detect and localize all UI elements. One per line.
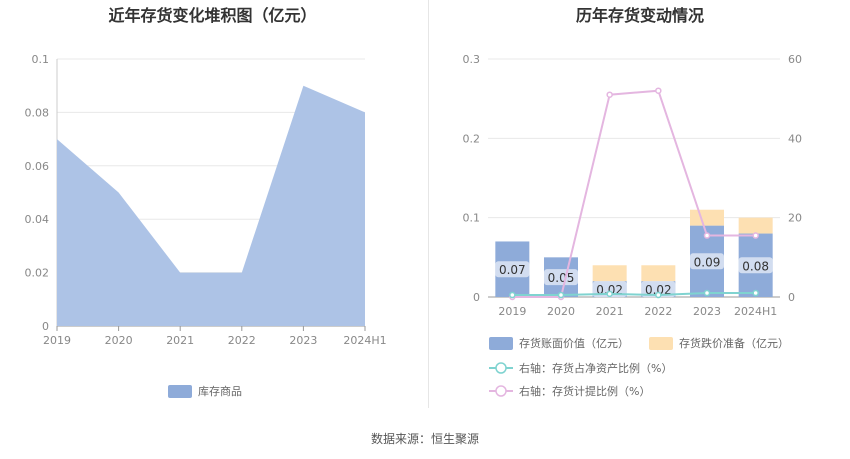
y-right-tick-label: 60 xyxy=(788,53,802,66)
y-right-tick-label: 20 xyxy=(788,212,802,225)
left-chart-title: 近年存货变化堆积图（亿元） xyxy=(108,6,317,25)
y-tick-label: 0.04 xyxy=(25,213,50,226)
legend-marker-net-asset-ratio xyxy=(495,362,507,374)
y-tick-label: 0.08 xyxy=(25,106,50,119)
inventory-change-chart: 0 0.1 0.2 0.3 0 20 40 60 0.07 2019 0.05 2020 0.02 202… xyxy=(463,53,803,398)
y-tick-label: 0.02 xyxy=(25,267,50,280)
x-tick-label: 2023 xyxy=(693,305,721,318)
data-label: 0.05 xyxy=(548,271,575,285)
data-label: 0.09 xyxy=(694,255,721,269)
data-label-bg xyxy=(495,261,530,278)
bar-impairment-reserve xyxy=(592,265,627,282)
x-tick-label: 2020 xyxy=(105,334,133,347)
right-chart-title: 历年存货变动情况 xyxy=(575,6,704,25)
bar-impairment-reserve xyxy=(641,265,676,282)
y-tick-label: 0.1 xyxy=(32,53,50,66)
legend-marker-provision-ratio xyxy=(495,385,507,397)
data-label: 0.08 xyxy=(742,259,769,273)
legend-item-inventory-goods: 库存商品 xyxy=(168,384,242,398)
legend-label: 存货账面价值（亿元） xyxy=(519,336,629,350)
x-tick-label: 2019 xyxy=(498,305,526,318)
x-tick-label: 2020 xyxy=(547,305,575,318)
net-asset-ratio-point xyxy=(606,290,613,298)
data-label-bg xyxy=(690,253,724,270)
y-left-tick-label: 0.2 xyxy=(463,132,481,145)
chart-divider xyxy=(428,0,429,408)
provision-ratio-point xyxy=(703,232,711,239)
legend-item-provision-ratio: 右轴：存货计提比例（%） xyxy=(489,384,650,398)
bar-impairment-reserve xyxy=(738,217,773,234)
data-label-bg xyxy=(738,257,773,274)
legend-swatch-impairment-reserve xyxy=(649,337,673,350)
provision-ratio-point xyxy=(752,232,759,239)
x-tick-label: 2024H1 xyxy=(343,334,386,347)
legend-item-book-value: 存货账面价值（亿元） xyxy=(489,336,629,350)
y-tick-label: 0.06 xyxy=(25,160,50,173)
y-left-tick-label: 0.1 xyxy=(463,212,481,225)
x-tick-label: 2022 xyxy=(228,334,256,347)
y-tick-label: 0 xyxy=(42,320,49,333)
data-label-bg xyxy=(641,281,676,298)
data-label: 0.07 xyxy=(499,263,526,277)
data-source: 数据来源：恒生聚源 xyxy=(370,432,479,446)
y-left-tick-label: 0 xyxy=(473,291,480,304)
provision-ratio-line xyxy=(512,89,756,298)
x-tick-label: 2023 xyxy=(289,334,317,347)
bar-impairment-reserve xyxy=(690,209,724,226)
legend-item-net-asset-ratio: 右轴：存货占净资产比例（%） xyxy=(489,361,672,375)
x-tick-label: 2021 xyxy=(166,334,194,347)
legend-item-impairment-reserve: 存货跌价准备（亿元） xyxy=(649,336,789,350)
net-asset-ratio-point xyxy=(752,289,759,297)
net-asset-ratio-point xyxy=(557,291,565,299)
x-tick-label: 2021 xyxy=(596,305,624,318)
y-right-tick-label: 0 xyxy=(788,291,795,304)
legend-label: 右轴：存货占净资产比例（%） xyxy=(519,361,672,375)
net-asset-ratio-point xyxy=(509,291,516,299)
net-asset-ratio-line xyxy=(512,292,756,297)
x-tick-label: 2024H1 xyxy=(734,305,777,318)
provision-ratio-point xyxy=(655,87,662,94)
legend-label: 库存商品 xyxy=(198,384,242,398)
inventory-area-chart: 0 0.02 0.04 0.06 0.08 0.1 2019 2020 2021 2022 2023… xyxy=(25,53,387,398)
y-left-tick-label: 0.3 xyxy=(463,53,481,66)
data-label: 0.02 xyxy=(645,283,672,297)
area-series-inventory-goods xyxy=(57,85,365,326)
legend-label: 右轴：存货计提比例（%） xyxy=(519,384,650,398)
legend-swatch-book-value xyxy=(489,337,513,350)
provision-ratio-point xyxy=(606,91,613,98)
data-label-bg xyxy=(544,269,578,286)
net-asset-ratio-point xyxy=(703,289,711,297)
legend-swatch-inventory-goods xyxy=(168,385,192,398)
legend-label: 存货跌价准备（亿元） xyxy=(679,336,789,350)
net-asset-ratio-point xyxy=(655,291,662,299)
x-tick-label: 2019 xyxy=(43,334,71,347)
x-tick-label: 2022 xyxy=(644,305,672,318)
y-right-tick-label: 40 xyxy=(788,132,802,145)
